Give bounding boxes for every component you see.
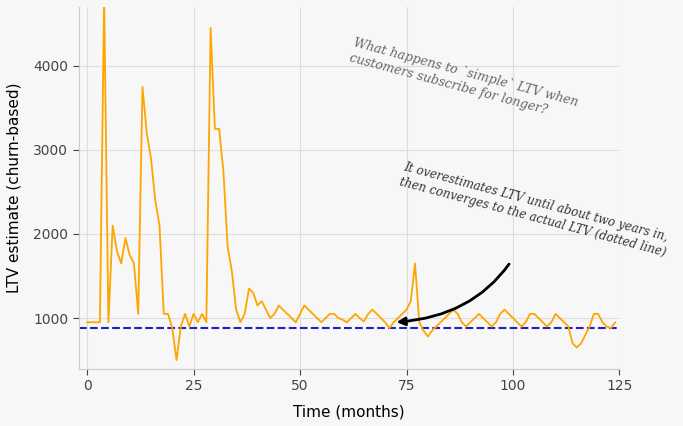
Text: What happens to `simple` LTV when
customers subscribe for longer?: What happens to `simple` LTV when custom… [348,36,579,124]
Y-axis label: LTV estimate (churn-based): LTV estimate (churn-based) [7,83,22,293]
X-axis label: Time (months): Time (months) [293,404,405,419]
Text: It overestimates LTV until about two years in,
then converges to the actual LTV : It overestimates LTV until about two yea… [398,161,671,325]
